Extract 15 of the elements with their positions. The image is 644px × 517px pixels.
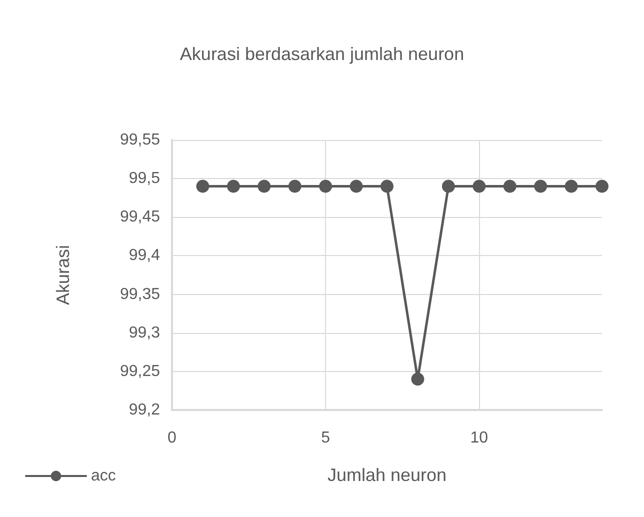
y-tick-label: 99,4 — [128, 247, 160, 264]
y-tick-label: 99,55 — [120, 132, 160, 148]
x-tick-label: 0 — [168, 430, 177, 446]
chart-title: Akurasi berdasarkan jumlah neuron — [180, 44, 464, 64]
y-tick-label: 99,45 — [120, 208, 160, 226]
legend-label: acc — [91, 468, 116, 484]
y-tick-label: 99,3 — [128, 324, 160, 342]
x-tick-label: 5 — [321, 430, 330, 446]
y-tick-label: 99,35 — [120, 286, 160, 303]
y-tick-label: 99,2 — [128, 402, 160, 418]
x-axis-title: Jumlah neuron — [327, 465, 447, 485]
x-tick-label: 10 — [470, 430, 488, 446]
y-tick-label: 99,25 — [120, 362, 160, 380]
y-tick-label: 99,5 — [128, 170, 160, 188]
y-axis-title: Akurasi — [53, 244, 73, 306]
